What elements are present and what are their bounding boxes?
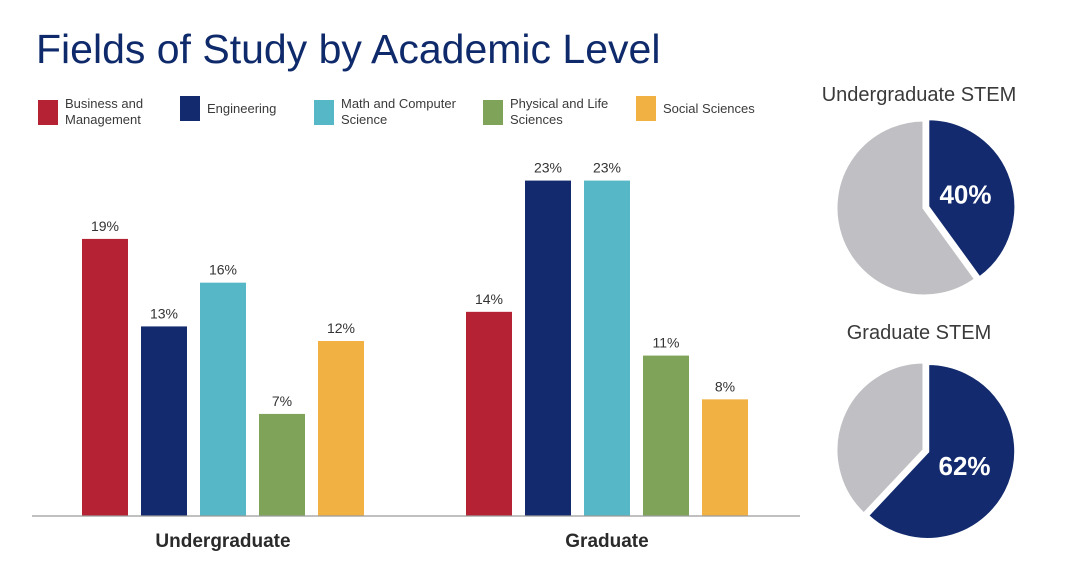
bar-undergraduate-business (82, 238, 128, 516)
legend-swatch-business (38, 99, 58, 125)
legend-label-business: Business and Management (65, 96, 144, 127)
pie-slice-graduate-stem (865, 361, 1018, 541)
pie-label-graduate: 62% (939, 451, 991, 481)
bar-chart: 19% 13% 16% 7% 12% Undergraduate 14% 23% 23% 11% 8… (32, 160, 800, 552)
pie-label-undergraduate: 40% (939, 180, 991, 210)
page-title: Fields of Study by Academic Level (36, 26, 661, 72)
legend-label-math-cs: Math and Computer Science (341, 96, 456, 127)
pie-slice-undergraduate-other (834, 118, 978, 298)
chart-legend: Business and Management Engineering Math… (38, 96, 788, 136)
legend-swatch-engineering (180, 96, 200, 121)
bar-undergraduate-engineering (141, 326, 187, 516)
legend-label-social: Social Sciences (663, 100, 755, 116)
data-label-undergraduate-business: 19% (91, 218, 119, 234)
pie-slice-undergraduate-stem (926, 117, 1018, 281)
legend-item-social: Social Sciences (636, 96, 773, 121)
pie-slice-graduate-other (834, 360, 926, 517)
legend-item-business: Business and Management (38, 96, 157, 128)
bar-graduate-engineering (525, 180, 571, 517)
bar-undergraduate-social (318, 341, 364, 516)
data-label-graduate-physical-life: 11% (653, 335, 680, 351)
bar-graduate-business (466, 311, 512, 516)
bar-undergraduate-physical-life (259, 413, 305, 516)
data-label-undergraduate-social: 12% (327, 320, 355, 336)
category-label-graduate: Graduate (565, 531, 648, 552)
data-label-graduate-math-cs: 23% (593, 160, 621, 176)
legend-item-physical-life: Physical and Life Sciences (483, 96, 622, 128)
legend-label-engineering: Engineering (207, 100, 277, 116)
legend-label-physical-life: Physical and Life Sciences (510, 96, 609, 127)
legend-swatch-social (636, 96, 656, 121)
legend-swatch-physical-life (483, 99, 503, 125)
bar-undergraduate-math-cs (200, 282, 246, 516)
data-label-undergraduate-math-cs: 16% (209, 262, 237, 278)
data-label-graduate-social: 8% (715, 378, 735, 394)
data-label-undergraduate-engineering: 13% (150, 305, 178, 321)
legend-swatch-math-cs (314, 99, 334, 125)
pie-chart-graduate: 62% (834, 360, 1018, 541)
pie-chart-undergraduate: 40% (834, 117, 1018, 298)
bar-graduate-social (702, 399, 748, 516)
pie-title-graduate: Graduate STEM (846, 322, 992, 344)
legend-item-engineering: Engineering (180, 96, 297, 121)
pie-title-undergraduate: Undergraduate STEM (821, 84, 1017, 106)
data-label-undergraduate-physical-life: 7% (272, 393, 292, 409)
data-label-graduate-engineering: 23% (534, 160, 562, 176)
bar-graduate-physical-life (643, 355, 689, 516)
legend-item-math-cs: Math and Computer Science (314, 96, 473, 128)
data-label-graduate-business: 14% (475, 291, 503, 307)
bar-graduate-math-cs (584, 180, 630, 517)
category-label-undergraduate: Undergraduate (155, 531, 290, 552)
